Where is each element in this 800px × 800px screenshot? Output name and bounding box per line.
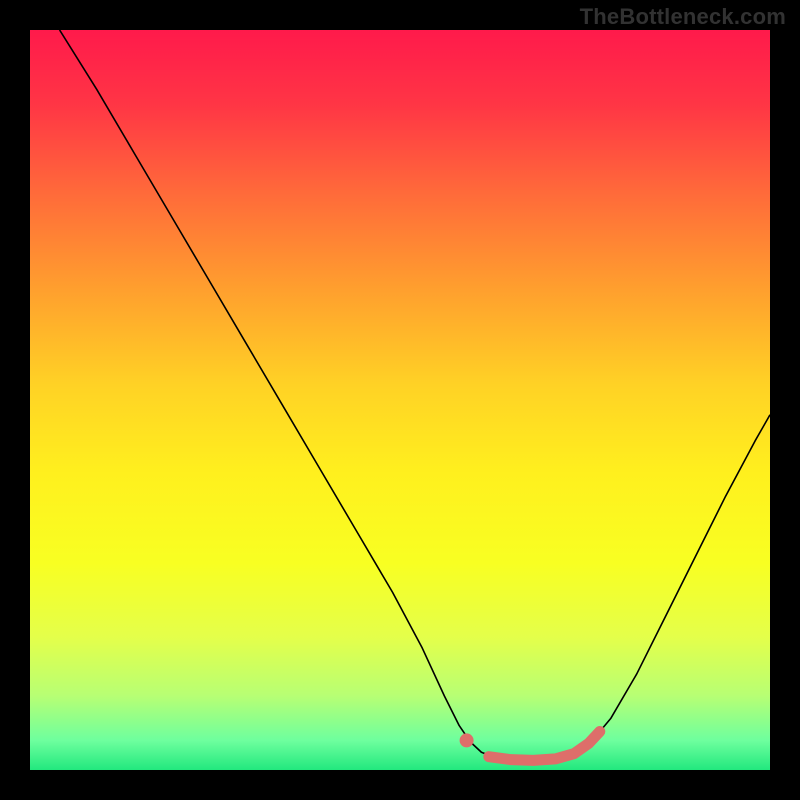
plot-area: [30, 30, 770, 770]
chart-background: [30, 30, 770, 770]
optimal-range-start-dot: [460, 733, 474, 747]
watermark-text: TheBottleneck.com: [580, 4, 786, 30]
bottleneck-chart-svg: [30, 30, 770, 770]
